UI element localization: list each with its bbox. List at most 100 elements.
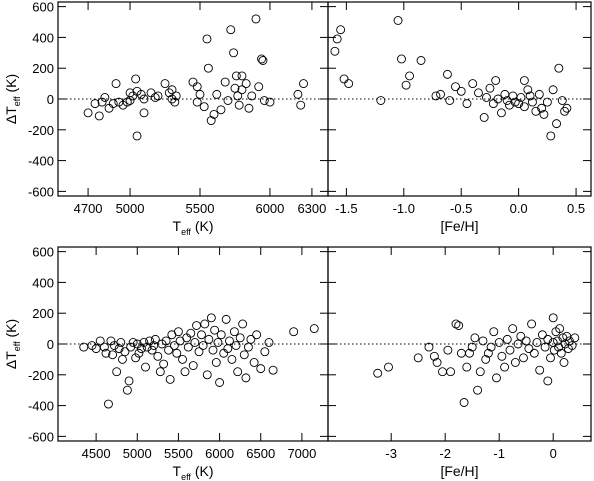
point — [108, 99, 118, 109]
point — [525, 91, 535, 101]
point — [106, 336, 116, 346]
point — [246, 334, 256, 344]
point — [90, 99, 100, 109]
point — [153, 91, 163, 101]
point — [142, 342, 152, 352]
point — [560, 106, 570, 116]
point — [149, 341, 159, 350]
point — [206, 313, 216, 323]
point — [519, 76, 529, 85]
axis-label: ΔTeff (K) — [3, 74, 22, 124]
axis-label-sub: eff — [181, 227, 191, 237]
point — [473, 385, 483, 395]
point — [482, 93, 491, 102]
point — [497, 351, 507, 361]
x-tick-label: -1 — [493, 446, 505, 461]
point — [454, 321, 464, 330]
point — [260, 347, 270, 357]
axis-label-main: ΔT — [3, 106, 19, 124]
point — [446, 367, 456, 377]
point — [559, 358, 569, 367]
x-tick-label: 5500 — [186, 201, 215, 216]
x-tick-label: 7000 — [287, 446, 316, 461]
point — [139, 108, 149, 118]
point — [436, 89, 446, 99]
point — [251, 14, 261, 24]
point — [223, 96, 233, 105]
y-tick-label: -200 — [28, 368, 54, 383]
point — [153, 351, 163, 361]
point — [289, 327, 299, 337]
x-tick-label: 0 — [550, 446, 557, 461]
point — [505, 345, 515, 355]
point — [220, 77, 230, 87]
point — [178, 354, 187, 364]
point — [203, 63, 213, 73]
point — [502, 334, 512, 344]
point — [192, 321, 201, 330]
point — [519, 102, 529, 112]
point — [160, 79, 170, 89]
point — [432, 358, 442, 367]
axis-label: Teff (K) — [173, 218, 214, 237]
x-tick-label: 4500 — [82, 446, 111, 461]
point — [182, 333, 192, 343]
point — [237, 71, 247, 81]
point — [229, 48, 239, 58]
point — [136, 344, 146, 354]
point — [516, 93, 526, 102]
point — [252, 330, 262, 340]
point — [155, 367, 165, 377]
point — [296, 100, 306, 110]
point — [373, 368, 383, 378]
point — [150, 334, 160, 344]
point — [161, 336, 171, 346]
point — [493, 94, 503, 104]
point — [111, 79, 121, 89]
axis-label: ΔTeff (K) — [3, 319, 22, 369]
point — [238, 319, 248, 329]
point — [104, 103, 114, 113]
point — [257, 54, 266, 64]
point — [468, 79, 478, 89]
axis-label-main: [Fe/H] — [440, 218, 478, 234]
point — [494, 338, 504, 347]
point — [534, 89, 544, 99]
point — [122, 97, 132, 107]
point — [508, 324, 518, 334]
point — [216, 330, 226, 340]
point — [268, 365, 278, 375]
axis-label-unit: (K) — [195, 463, 214, 479]
point — [521, 336, 531, 346]
point — [114, 344, 124, 354]
point — [443, 345, 453, 355]
point — [531, 106, 541, 116]
point — [134, 348, 144, 358]
point — [194, 347, 204, 357]
axis-label-unit: (K) — [3, 319, 19, 338]
point — [451, 319, 461, 329]
point — [527, 319, 537, 329]
point — [413, 353, 423, 363]
axis-label: [Fe/H] — [440, 218, 478, 234]
point — [548, 85, 558, 95]
point — [229, 327, 239, 337]
point — [330, 46, 340, 56]
point — [100, 93, 110, 102]
y-tick-label: -600 — [28, 184, 54, 199]
x-tick-label: -0.5 — [450, 201, 472, 216]
point — [150, 93, 160, 102]
point — [488, 99, 498, 109]
point — [79, 342, 89, 352]
axis-label-unit: (K) — [195, 218, 214, 234]
point — [397, 54, 406, 64]
point — [532, 338, 542, 347]
point — [164, 345, 174, 355]
point — [233, 367, 243, 377]
point — [514, 99, 524, 109]
point — [198, 341, 208, 350]
panel-frame — [327, 246, 592, 442]
point — [438, 367, 447, 377]
point — [543, 376, 553, 386]
